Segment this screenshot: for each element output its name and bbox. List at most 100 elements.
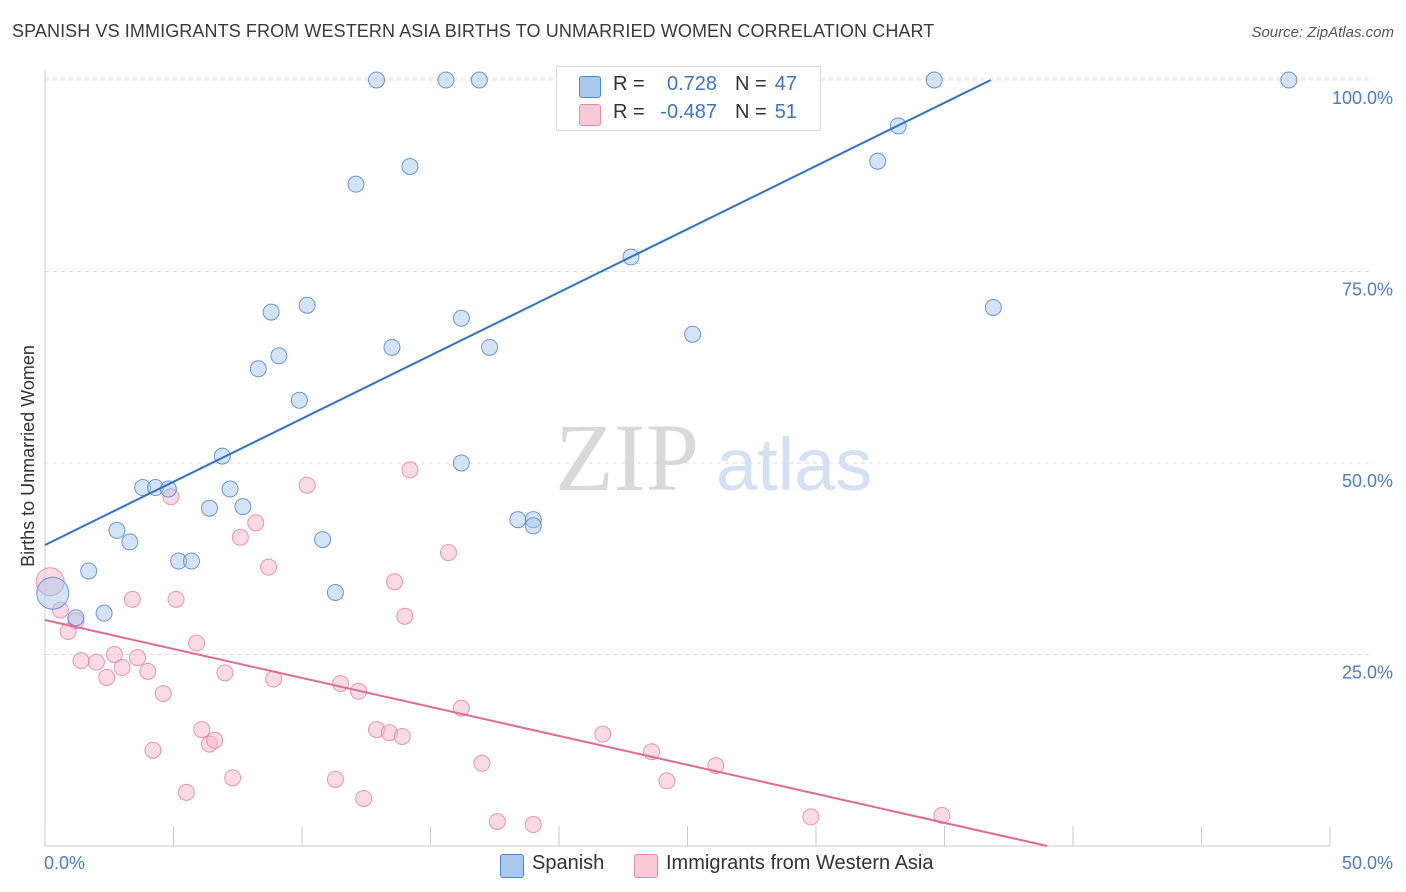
spanish-point	[67, 609, 85, 627]
immigrants-point	[439, 544, 457, 562]
immigrants-point	[72, 652, 90, 670]
immigrants-point	[231, 528, 249, 546]
immigrants-point	[188, 634, 206, 652]
tick-labels: 25.0% 50.0% 75.0% 100.0% 0.0% 50.0%	[44, 88, 1393, 873]
spanish-point	[509, 511, 527, 529]
spanish-point	[1280, 71, 1298, 89]
y-tick-label: 50.0%	[1342, 471, 1393, 491]
immigrants-point	[224, 769, 242, 787]
spanish-point	[182, 552, 200, 570]
y-tick-label: 75.0%	[1342, 280, 1393, 300]
spanish-point	[347, 175, 365, 193]
spanish-point	[326, 583, 344, 601]
spanish-trend-line	[44, 79, 992, 546]
immigrants-point	[933, 806, 951, 824]
immigrants-point	[401, 461, 419, 479]
series-spanish-points	[36, 71, 1298, 627]
gridlines	[45, 77, 1370, 655]
immigrants-point	[144, 741, 162, 759]
immigrants-point	[167, 590, 185, 608]
immigrants-point	[386, 573, 404, 591]
trend-lines	[44, 79, 1048, 847]
immigrants-point	[139, 662, 157, 680]
spanish-point	[262, 303, 280, 321]
immigrants-point	[396, 607, 414, 625]
spanish-legend-swatch	[500, 854, 524, 878]
spanish-point	[221, 480, 239, 498]
spanish-point	[314, 531, 332, 549]
immigrants-point	[154, 685, 172, 703]
immigrants-point	[105, 646, 123, 663]
x-tick-label: 50.0%	[1342, 853, 1393, 873]
r-label: R =	[613, 73, 645, 95]
zipatlas-watermark: ZIP atlas	[555, 404, 872, 511]
immigrants-point	[123, 590, 141, 608]
spanish-point	[869, 152, 887, 170]
stats-legend: R = 0.728 N = 47 R = -0.487 N = 51	[556, 66, 821, 131]
immigrants-point	[129, 649, 147, 667]
spanish-point	[684, 325, 702, 343]
spanish-point	[383, 338, 401, 356]
n-value: 47	[774, 73, 797, 95]
spanish-point	[481, 338, 499, 356]
spanish-point	[234, 498, 252, 516]
spanish-point	[984, 299, 1002, 317]
watermark-zip: ZIP	[555, 404, 699, 511]
y-tick-label: 100.0%	[1332, 88, 1393, 108]
spanish-point	[298, 296, 316, 314]
y-axis-label: Births to Unmarried Women	[18, 345, 38, 567]
immigrants-point	[247, 514, 265, 532]
immigrants-point	[488, 812, 506, 830]
spanish-point	[36, 576, 70, 610]
immigrants-point	[59, 623, 77, 641]
immigrants-point	[802, 808, 820, 826]
immigrants-point	[177, 783, 195, 801]
immigrants-point	[332, 675, 350, 693]
immigrants-point	[193, 721, 211, 739]
spanish-point	[368, 71, 386, 89]
series-immigrants-western-asia-points	[35, 461, 951, 834]
immigrants-point	[594, 725, 612, 743]
spanish-point	[524, 517, 542, 535]
immigrants-point	[87, 653, 105, 671]
immigrants-legend-label: Immigrants from Western Asia	[666, 852, 934, 874]
immigrants-point	[524, 816, 542, 834]
spanish-point	[121, 533, 139, 551]
spanish-point	[108, 521, 126, 539]
immigrants-point	[260, 558, 278, 576]
spanish-point	[452, 454, 470, 472]
immigrants-point	[355, 790, 373, 808]
n-label: N =	[735, 101, 767, 123]
spanish-point	[470, 71, 488, 89]
immigrants-trend-line	[44, 619, 1048, 847]
axes	[44, 70, 1331, 847]
r-value: -0.487	[660, 101, 717, 123]
spanish-point	[452, 309, 470, 327]
y-tick-label: 25.0%	[1342, 663, 1393, 683]
immigrants-point	[216, 664, 234, 682]
spanish-point	[925, 71, 943, 89]
spanish-point	[249, 360, 267, 378]
immigrants-legend-swatch	[634, 854, 658, 878]
n-value: 51	[774, 101, 797, 123]
spanish-point	[200, 499, 218, 517]
x-tick-label: 0.0%	[44, 853, 85, 873]
immigrants-swatch	[579, 104, 601, 126]
spanish-point	[95, 604, 113, 622]
spanish-point	[401, 158, 419, 176]
spanish-swatch	[579, 76, 601, 98]
source-credit: Source: ZipAtlas.com	[1251, 24, 1394, 41]
spanish-point	[290, 391, 308, 409]
n-label: N =	[735, 73, 767, 95]
immigrants-point	[113, 659, 131, 677]
spanish-point	[80, 562, 98, 580]
immigrants-point	[473, 754, 491, 772]
watermark-atlas: atlas	[716, 423, 872, 506]
r-value: 0.728	[666, 73, 717, 95]
immigrants-point	[658, 772, 676, 790]
chart-title: SPANISH VS IMMIGRANTS FROM WESTERN ASIA …	[12, 21, 935, 41]
r-label: R =	[613, 101, 645, 123]
immigrants-point	[298, 476, 316, 494]
spanish-point	[437, 71, 455, 89]
